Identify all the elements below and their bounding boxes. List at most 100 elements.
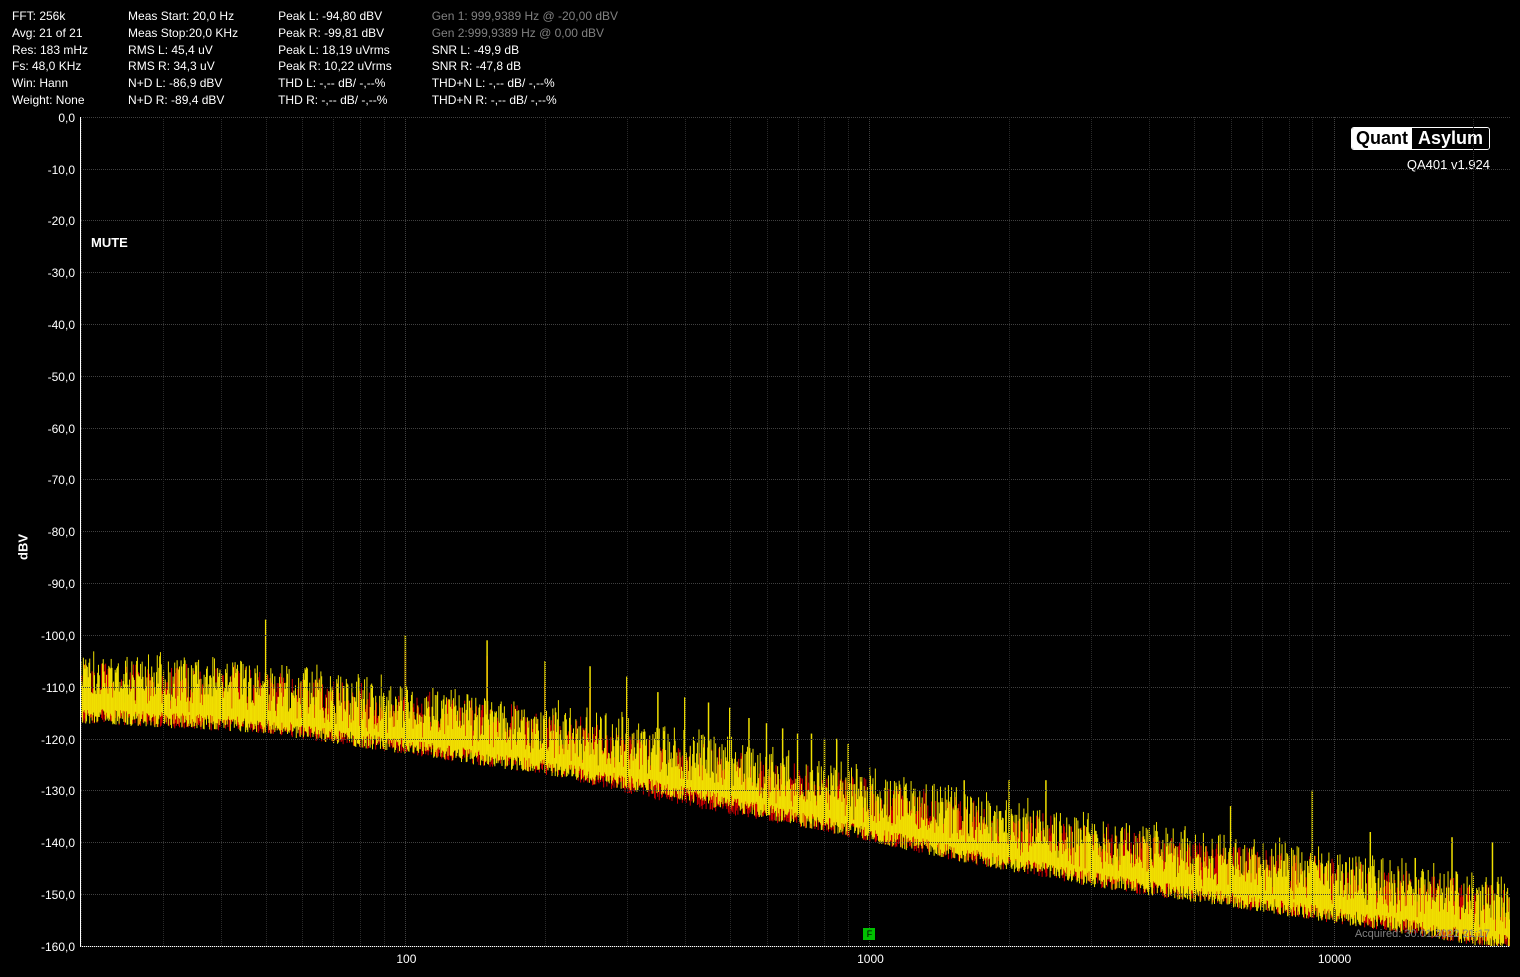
y-tick-label: -120,0 bbox=[41, 733, 81, 747]
x-gridline-minor bbox=[360, 117, 361, 946]
x-tick-label: 1000 bbox=[857, 946, 884, 966]
y-gridline: -70,0 bbox=[81, 479, 1510, 480]
x-gridline-minor bbox=[333, 117, 334, 946]
acquired-timestamp: Acquired: 30.01.2022 21:17 bbox=[1355, 928, 1490, 940]
header-line: THD L: -,-- dB/ -,--% bbox=[278, 75, 392, 92]
x-gridline-minor bbox=[1194, 117, 1195, 946]
y-tick-label: -50,0 bbox=[48, 370, 81, 384]
y-gridline: -120,0 bbox=[81, 739, 1510, 740]
x-gridline-minor bbox=[848, 117, 849, 946]
y-tick-label: -80,0 bbox=[48, 525, 81, 539]
y-tick-label: -140,0 bbox=[41, 836, 81, 850]
y-gridline: -10,0 bbox=[81, 169, 1510, 170]
y-tick-label: -40,0 bbox=[48, 318, 81, 332]
logo-box: QuantAsylum bbox=[1351, 127, 1490, 150]
y-gridline: -60,0 bbox=[81, 428, 1510, 429]
header-line: Peak R: -99,81 dBV bbox=[278, 25, 392, 42]
y-gridline: -160,0 bbox=[81, 946, 1510, 947]
header-line: FFT: 256k bbox=[12, 8, 88, 25]
fundamental-marker[interactable]: F bbox=[863, 928, 875, 940]
y-gridline: -20,0 bbox=[81, 220, 1510, 221]
y-gridline: -130,0 bbox=[81, 790, 1510, 791]
x-gridline-minor bbox=[302, 117, 303, 946]
x-gridline-minor bbox=[627, 117, 628, 946]
y-gridline: -30,0 bbox=[81, 272, 1510, 273]
y-tick-label: -70,0 bbox=[48, 473, 81, 487]
y-gridline: -100,0 bbox=[81, 635, 1510, 636]
header-line: SNR L: -49,9 dB bbox=[432, 42, 618, 59]
x-gridline-minor bbox=[730, 117, 731, 946]
header-line: Weight: None bbox=[12, 92, 88, 109]
y-tick-label: 0,0 bbox=[58, 111, 81, 125]
x-gridline-minor bbox=[1149, 117, 1150, 946]
header-line: THD R: -,-- dB/ -,--% bbox=[278, 92, 392, 109]
y-tick-label: -160,0 bbox=[41, 940, 81, 954]
x-gridline-minor bbox=[1289, 117, 1290, 946]
logo-asylum: Asylum bbox=[1412, 127, 1489, 150]
y-gridline: -80,0 bbox=[81, 531, 1510, 532]
y-gridline: -90,0 bbox=[81, 583, 1510, 584]
y-tick-label: -30,0 bbox=[48, 266, 81, 280]
x-tick-label: 100 bbox=[396, 946, 416, 966]
y-gridline: -140,0 bbox=[81, 842, 1510, 843]
header-line: RMS R: 34,3 uV bbox=[128, 58, 238, 75]
header-line: SNR R: -47,8 dB bbox=[432, 58, 618, 75]
header-line: THD+N R: -,-- dB/ -,--% bbox=[432, 92, 618, 109]
logo: QuantAsylum QA401 v1.924 bbox=[1351, 127, 1490, 172]
header-line: Peak L: -94,80 dBV bbox=[278, 8, 392, 25]
y-tick-label: -10,0 bbox=[48, 163, 81, 177]
header-line: Fs: 48,0 KHz bbox=[12, 58, 88, 75]
x-gridline: 1000 bbox=[869, 117, 870, 946]
spectrum-chart: dBV MUTE QuantAsylum QA401 v1.924 Acquir… bbox=[0, 117, 1520, 977]
header-col-4: Gen 1: 999,9389 Hz @ -20,00 dBVGen 2:999… bbox=[432, 8, 618, 109]
x-gridline-minor bbox=[81, 117, 82, 946]
x-gridline-minor bbox=[767, 117, 768, 946]
x-gridline-minor bbox=[798, 117, 799, 946]
y-axis-label: dBV bbox=[16, 534, 31, 560]
x-gridline-minor bbox=[545, 117, 546, 946]
header-line: Res: 183 mHz bbox=[12, 42, 88, 59]
logo-quant: Quant bbox=[1352, 127, 1412, 150]
header-col-1: FFT: 256kAvg: 21 of 21Res: 183 mHzFs: 48… bbox=[12, 8, 88, 109]
header-line: THD+N L: -,-- dB/ -,--% bbox=[432, 75, 618, 92]
x-tick-label: 10000 bbox=[1318, 946, 1351, 966]
x-gridline-minor bbox=[1091, 117, 1092, 946]
header-line: Win: Hann bbox=[12, 75, 88, 92]
measurement-header: FFT: 256kAvg: 21 of 21Res: 183 mHzFs: 48… bbox=[0, 0, 1520, 117]
header-line: Avg: 21 of 21 bbox=[12, 25, 88, 42]
mute-label: MUTE bbox=[91, 235, 128, 250]
x-gridline-minor bbox=[1231, 117, 1232, 946]
x-gridline-minor bbox=[266, 117, 267, 946]
y-tick-label: -100,0 bbox=[41, 629, 81, 643]
header-line: Meas Start: 20,0 Hz bbox=[128, 8, 238, 25]
x-gridline-minor bbox=[163, 117, 164, 946]
y-tick-label: -60,0 bbox=[48, 422, 81, 436]
y-tick-label: -90,0 bbox=[48, 577, 81, 591]
x-gridline-minor bbox=[1009, 117, 1010, 946]
x-gridline-minor bbox=[384, 117, 385, 946]
header-line: RMS L: 45,4 uV bbox=[128, 42, 238, 59]
header-line: N+D L: -86,9 dBV bbox=[128, 75, 238, 92]
plot-area[interactable]: MUTE QuantAsylum QA401 v1.924 Acquired: … bbox=[80, 117, 1510, 947]
header-line: Peak R: 10,22 uVrms bbox=[278, 58, 392, 75]
header-line: Peak L: 18,19 uVrms bbox=[278, 42, 392, 59]
x-gridline-minor bbox=[1312, 117, 1313, 946]
header-line: N+D R: -89,4 dBV bbox=[128, 92, 238, 109]
header-col-3: Peak L: -94,80 dBVPeak R: -99,81 dBVPeak… bbox=[278, 8, 392, 109]
y-tick-label: -130,0 bbox=[41, 784, 81, 798]
header-line: Meas Stop:20,0 KHz bbox=[128, 25, 238, 42]
x-gridline-minor bbox=[221, 117, 222, 946]
x-gridline: 100 bbox=[405, 117, 406, 946]
y-gridline: -50,0 bbox=[81, 376, 1510, 377]
y-gridline: -150,0 bbox=[81, 894, 1510, 895]
y-gridline: 0,0 bbox=[81, 117, 1510, 118]
header-line: Gen 1: 999,9389 Hz @ -20,00 dBV bbox=[432, 8, 618, 25]
x-gridline-minor bbox=[685, 117, 686, 946]
x-gridline-minor bbox=[1473, 117, 1474, 946]
x-gridline-minor bbox=[824, 117, 825, 946]
y-tick-label: -110,0 bbox=[42, 681, 81, 695]
y-tick-label: -150,0 bbox=[41, 888, 81, 902]
header-col-2: Meas Start: 20,0 HzMeas Stop:20,0 KHzRMS… bbox=[128, 8, 238, 109]
y-gridline: -110,0 bbox=[81, 687, 1510, 688]
x-gridline-minor bbox=[1262, 117, 1263, 946]
